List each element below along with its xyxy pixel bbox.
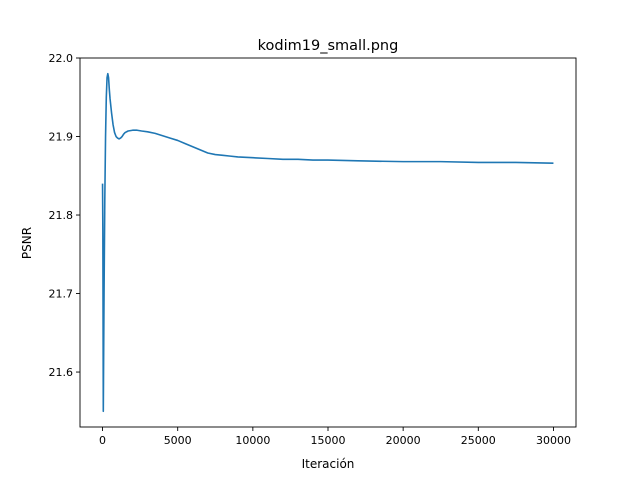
y-axis-label: PSNR <box>20 227 34 259</box>
x-tick-label: 25000 <box>461 434 496 447</box>
x-tick-label: 5000 <box>164 434 192 447</box>
x-tick-label: 0 <box>99 434 106 447</box>
psnr-series-line <box>101 72 554 413</box>
y-tick-label: 21.6 <box>49 366 74 379</box>
y-tick-label: 22.0 <box>49 52 74 65</box>
chart-title: kodim19_small.png <box>258 38 399 54</box>
y-tick-label: 21.7 <box>49 288 74 301</box>
plot-frame <box>79 57 577 428</box>
x-tick-label: 20000 <box>386 434 421 447</box>
x-axis-ticks: 0 5000 10000 15000 20000 25000 30000 <box>99 427 571 447</box>
y-axis-ticks: 21.6 21.7 21.8 21.9 22.0 <box>49 52 80 379</box>
y-tick-label: 21.9 <box>49 131 74 144</box>
x-tick-label: 15000 <box>311 434 346 447</box>
x-tick-label: 30000 <box>536 434 571 447</box>
x-axis-label: Iteración <box>302 457 355 471</box>
x-tick-label: 10000 <box>235 434 270 447</box>
y-tick-label: 21.8 <box>49 209 74 222</box>
